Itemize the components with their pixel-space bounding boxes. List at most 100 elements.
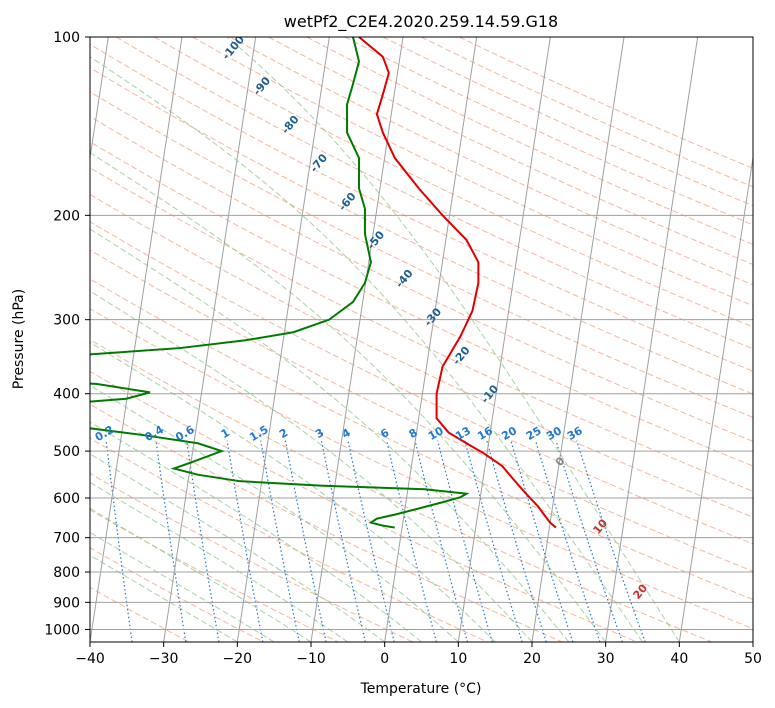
dry-adiabat-line xyxy=(90,278,753,601)
dry-adiabat-line xyxy=(90,437,488,642)
mixing-ratio-label: 13 xyxy=(453,424,473,443)
mixing-ratio-line xyxy=(105,440,133,642)
x-tick-label: −30 xyxy=(149,651,179,667)
dry-adiabat-line xyxy=(90,308,753,630)
x-tick-label: −40 xyxy=(75,651,105,667)
dry-adiabat-line xyxy=(90,249,753,572)
isotherm-line xyxy=(90,37,109,161)
x-axis: −40 −30 −20 −10 0 10 20 30 40 50 xyxy=(75,642,762,667)
dry-adiabat-line xyxy=(90,167,753,492)
mixing-ratio-line xyxy=(414,440,469,642)
mixing-ratio-label: 0.1 xyxy=(46,423,69,444)
mixing-ratio-label: 8 xyxy=(407,426,420,441)
mixing-ratio-label: 1.5 xyxy=(247,423,270,444)
dry-adiabat-label: -10 xyxy=(478,382,501,406)
y-tick-label: 1000 xyxy=(44,622,80,638)
isotherm-line xyxy=(163,37,257,642)
dry-adiabat-label: -90 xyxy=(250,74,273,98)
x-axis-label: Temperature (°C) xyxy=(360,681,482,697)
x-tick-label: 50 xyxy=(744,651,762,667)
isotherm-line xyxy=(310,37,404,642)
isotherm-line xyxy=(678,154,753,642)
moist-adiabat-line xyxy=(90,481,349,642)
moist-adiabat-line xyxy=(90,384,459,642)
plot-frame xyxy=(89,36,754,643)
moist-adiabat-line xyxy=(90,453,385,642)
mixing-ratio-line xyxy=(464,440,523,642)
moist-adiabat-line xyxy=(226,37,680,642)
moist-adiabat-line xyxy=(90,531,275,642)
isotherm-line xyxy=(384,37,478,642)
mixing-ratio-line xyxy=(284,440,327,642)
y-tick-label: 900 xyxy=(53,595,80,611)
dry-adiabat-label: -30 xyxy=(421,305,444,329)
mixing-ratio-line xyxy=(486,440,547,642)
y-tick-label: 300 xyxy=(53,313,80,329)
dry-adiabat-line xyxy=(90,43,753,372)
y-axis: 100 200 300 400 500 600 700 800 900 1000 xyxy=(44,30,90,638)
moist-adiabat-line xyxy=(90,507,312,642)
series-layer xyxy=(90,37,557,529)
background-lines xyxy=(90,37,753,642)
x-tick-label: 10 xyxy=(449,651,467,667)
isotherm-line xyxy=(236,37,330,642)
moist-adiabat-line xyxy=(90,341,496,642)
dry-adiabat-label: 20 xyxy=(630,581,650,601)
mixing-ratio-line xyxy=(576,440,646,642)
x-tick-label: −10 xyxy=(296,651,326,667)
dry-adiabat-line xyxy=(90,115,753,442)
dry-adiabat-label: -70 xyxy=(307,151,330,175)
mixing-ratio-line xyxy=(320,440,366,642)
dry-adiabat-line xyxy=(420,37,753,188)
isotherm-line xyxy=(531,37,625,642)
dry-adiabat-line xyxy=(90,370,638,642)
mixing-ratio-label: 3 xyxy=(313,426,326,441)
isotherm-line xyxy=(90,37,183,642)
y-tick-label: 800 xyxy=(53,565,80,581)
isotherm-line xyxy=(605,37,699,642)
x-tick-label: 20 xyxy=(523,651,541,667)
mixing-ratio-line xyxy=(186,440,220,642)
grid xyxy=(90,37,753,642)
mixing-ratio-line xyxy=(510,440,574,642)
chart-title: wetPf2_C2E4.2020.259.14.59.G18 xyxy=(284,12,558,32)
dry-adiabat-line xyxy=(459,37,753,169)
isotherm-line xyxy=(752,638,753,642)
dry-adiabat-line xyxy=(230,37,753,286)
mixing-ratio-label: 36 xyxy=(565,424,585,443)
dry-adiabat-line xyxy=(90,67,753,395)
mixing-ratio-line xyxy=(386,440,438,642)
mixing-ratio-label: 16 xyxy=(475,424,495,443)
y-tick-label: 700 xyxy=(53,531,80,547)
moist-adiabat-line xyxy=(90,151,607,642)
dewpoint-line xyxy=(90,37,470,529)
mixing-ratio-label: 2 xyxy=(277,426,290,441)
mixing-ratio-label: 30 xyxy=(544,424,564,443)
mixing-ratio-line xyxy=(155,440,187,642)
y-tick-label: 500 xyxy=(53,444,80,460)
x-tick-label: 0 xyxy=(380,651,389,667)
dry-adiabat-line xyxy=(90,547,264,642)
x-tick-label: −20 xyxy=(223,651,253,667)
moist-adiabat-line xyxy=(90,554,238,642)
dry-adiabat-line xyxy=(192,37,753,307)
dry-adiabat-line xyxy=(90,91,753,418)
mixing-ratio-label: 0.4 xyxy=(143,423,167,444)
y-tick-label: 100 xyxy=(53,30,80,46)
dry-adiabat-line xyxy=(382,37,753,207)
mixing-ratio-label: 1 xyxy=(219,426,232,441)
mixing-ratio-label: 20 xyxy=(499,424,519,443)
y-tick-label: 400 xyxy=(53,387,80,403)
mixing-ratio-line xyxy=(226,440,264,642)
dry-adiabat-line xyxy=(90,403,563,642)
x-tick-label: 30 xyxy=(597,651,615,667)
mixing-ratio-line xyxy=(437,440,493,642)
moist-adiabat-line xyxy=(90,290,533,642)
dry-adiabat-label: 10 xyxy=(590,516,610,536)
dry-adiabat-line xyxy=(90,221,753,545)
temperature-line xyxy=(358,37,557,529)
moist-adiabat-line xyxy=(90,421,422,642)
dry-adiabat-label: -40 xyxy=(393,267,416,291)
y-tick-label: 600 xyxy=(53,491,80,507)
